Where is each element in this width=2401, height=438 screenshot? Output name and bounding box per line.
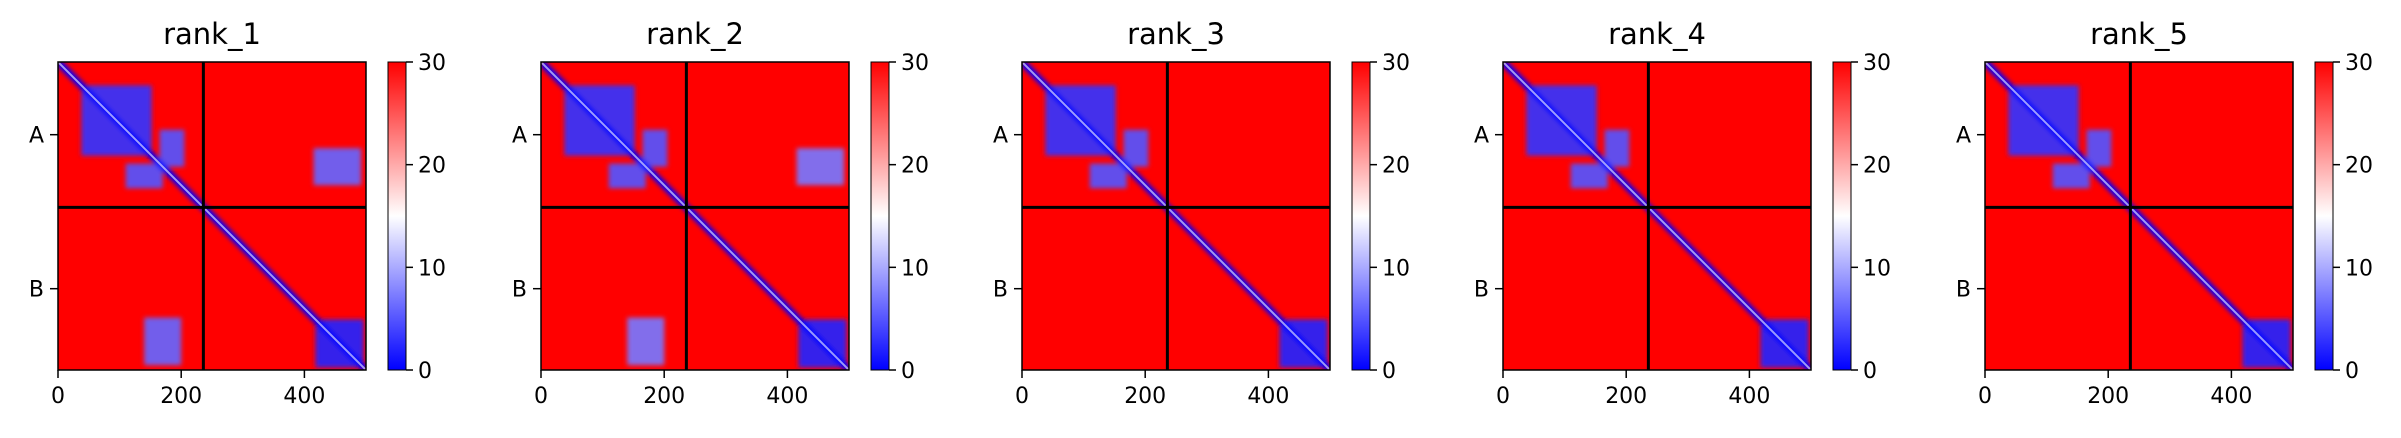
x-tick-label: 400 bbox=[2210, 384, 2252, 409]
colorbar-tick-label: 30 bbox=[1863, 51, 1891, 76]
heatmap-diagonal-highlight bbox=[1022, 62, 1330, 370]
heatmap-cell-block bbox=[159, 129, 185, 167]
row-label-B: B bbox=[1956, 278, 1971, 303]
colorbar-tick-label: 30 bbox=[418, 51, 446, 76]
panel-title: rank_4 bbox=[1608, 17, 1706, 51]
colorbar-tick-label: 10 bbox=[1382, 256, 1410, 281]
row-label-A: A bbox=[993, 124, 1008, 149]
colorbar-tick-label: 20 bbox=[2345, 154, 2373, 179]
row-label-B: B bbox=[993, 278, 1008, 303]
x-tick-label: 200 bbox=[160, 384, 202, 409]
colorbar bbox=[1832, 61, 1852, 371]
heatmap-cell-block bbox=[608, 163, 646, 189]
heatmap-frame bbox=[1502, 61, 1812, 371]
colorbar bbox=[387, 61, 407, 371]
x-tick-label: 200 bbox=[1605, 384, 1647, 409]
colorbar-tick-label: 20 bbox=[1863, 154, 1891, 179]
heatmap-diagonal-highlight bbox=[1503, 62, 1811, 370]
colorbar-tick-label: 20 bbox=[418, 154, 446, 179]
x-tick-label: 200 bbox=[2087, 384, 2129, 409]
x-tick-label: 400 bbox=[283, 384, 325, 409]
x-tick-label: 400 bbox=[1247, 384, 1289, 409]
heatmap-cell-block bbox=[796, 148, 845, 186]
heatmap-cell-block bbox=[144, 317, 182, 366]
colorbar bbox=[1351, 61, 1371, 371]
colorbar-tick-label: 20 bbox=[1382, 154, 1410, 179]
x-tick-label: 200 bbox=[1124, 384, 1166, 409]
row-label-B: B bbox=[512, 278, 527, 303]
panel-title: rank_1 bbox=[163, 17, 261, 51]
row-label-B: B bbox=[29, 278, 44, 303]
heatmap-diagonal-highlight bbox=[1985, 62, 2293, 370]
heatmap-area bbox=[1985, 62, 2293, 370]
heatmap-frame bbox=[1984, 61, 2294, 371]
row-label-A: A bbox=[512, 124, 527, 149]
panel-rank_5: rank_5 0 200 400 A B 0 10 20 30 bbox=[1956, 17, 2373, 409]
heatmap-cell-block bbox=[2052, 163, 2090, 189]
heatmap-frame bbox=[1021, 61, 1331, 371]
x-tick-label: 0 bbox=[534, 384, 548, 409]
heatmap-cell-block bbox=[1089, 163, 1127, 189]
heatmap-area bbox=[1022, 62, 1330, 370]
panel-title: rank_3 bbox=[1127, 17, 1225, 51]
colorbar bbox=[870, 61, 890, 371]
colorbar-tick-label: 0 bbox=[1863, 359, 1877, 384]
colorbar-tick-label: 20 bbox=[901, 154, 929, 179]
heatmap-cell-block bbox=[313, 148, 362, 186]
colorbar-tick-label: 30 bbox=[901, 51, 929, 76]
heatmap-diagonal-highlight bbox=[58, 62, 366, 370]
heatmap-cell-block bbox=[627, 317, 665, 366]
row-label-B: B bbox=[1474, 278, 1489, 303]
heatmap-frame bbox=[540, 61, 850, 371]
heatmap-area bbox=[541, 62, 849, 370]
heatmap-cell-block bbox=[125, 163, 163, 189]
colorbar-tick-label: 10 bbox=[2345, 256, 2373, 281]
colorbar-tick-label: 30 bbox=[1382, 51, 1410, 76]
panel-rank_3: rank_3 0 200 400 A B 0 10 20 30 bbox=[993, 17, 1410, 409]
colorbar-tick-label: 0 bbox=[2345, 359, 2359, 384]
heatmap-diagonal-highlight bbox=[541, 62, 849, 370]
colorbar-tick-label: 0 bbox=[418, 359, 432, 384]
panel-rank_2: rank_2 0 200 400 A B 0 10 20 30 bbox=[512, 17, 929, 409]
x-tick-label: 0 bbox=[51, 384, 65, 409]
row-label-A: A bbox=[29, 124, 44, 149]
heatmap-cell-block bbox=[1604, 129, 1630, 167]
heatmap-cell-block bbox=[1123, 129, 1149, 167]
x-tick-label: 0 bbox=[1015, 384, 1029, 409]
colorbar-tick-label: 10 bbox=[1863, 256, 1891, 281]
heatmap-cell-block bbox=[1570, 163, 1608, 189]
panel-title: rank_2 bbox=[646, 17, 744, 51]
heatmap-cell-block bbox=[642, 129, 668, 167]
panel-rank_4: rank_4 0 200 400 A B 0 10 20 30 bbox=[1474, 17, 1891, 409]
x-tick-label: 200 bbox=[643, 384, 685, 409]
colorbar-tick-label: 0 bbox=[1382, 359, 1396, 384]
heatmap-frame bbox=[57, 61, 367, 371]
x-tick-label: 400 bbox=[1728, 384, 1770, 409]
colorbar-tick-label: 0 bbox=[901, 359, 915, 384]
row-label-A: A bbox=[1956, 124, 1971, 149]
colorbar bbox=[2314, 61, 2334, 371]
heatmap-area bbox=[1503, 62, 1811, 370]
panel-title: rank_5 bbox=[2090, 17, 2188, 51]
colorbar-tick-label: 30 bbox=[2345, 51, 2373, 76]
heatmap-cell-block bbox=[2086, 129, 2112, 167]
x-tick-label: 0 bbox=[1978, 384, 1992, 409]
x-tick-label: 400 bbox=[766, 384, 808, 409]
x-tick-label: 0 bbox=[1496, 384, 1510, 409]
row-label-A: A bbox=[1474, 124, 1489, 149]
heatmap-area bbox=[58, 62, 366, 370]
panel-rank_1: rank_1 0 200 400 A B 0 10 20 30 bbox=[29, 17, 446, 409]
colorbar-tick-label: 10 bbox=[901, 256, 929, 281]
colorbar-tick-label: 10 bbox=[418, 256, 446, 281]
